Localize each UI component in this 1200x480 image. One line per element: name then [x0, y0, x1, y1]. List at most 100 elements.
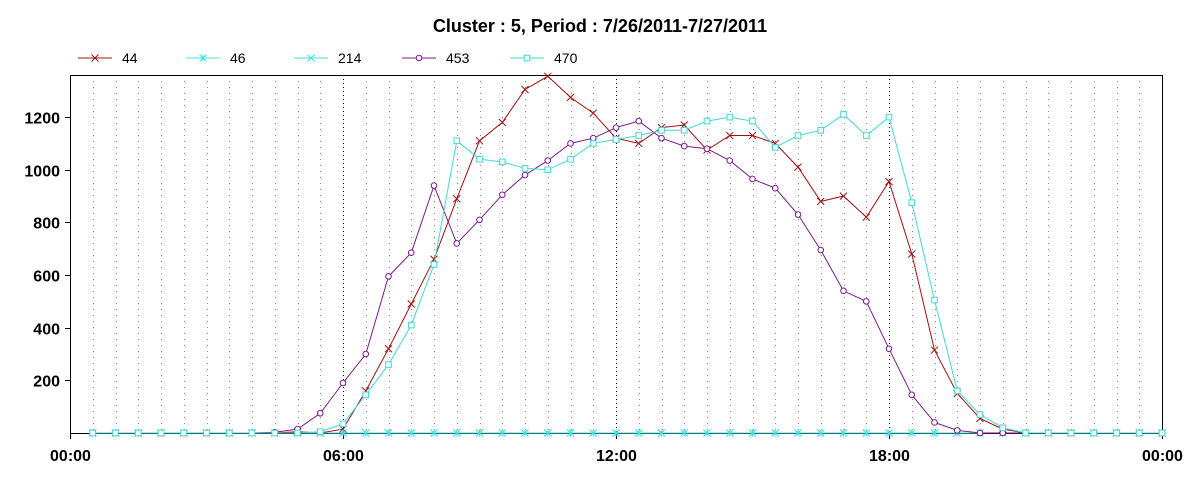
data-point-453 [407, 249, 415, 256]
data-point-214 [907, 429, 916, 437]
x-tick-label: 12:00 [596, 448, 637, 465]
legend-item-453: 453 [402, 50, 470, 66]
legend-label: 470 [554, 50, 578, 66]
data-point-470 [453, 137, 461, 145]
legend-label: 214 [338, 50, 362, 66]
data-point-214 [634, 429, 643, 437]
data-point-470 [112, 429, 119, 437]
series-44 [88, 72, 1166, 437]
data-point-44 [634, 139, 643, 148]
data-point-214 [680, 429, 689, 437]
data-point-214 [725, 429, 734, 437]
data-point-470 [1113, 429, 1120, 437]
data-point-470 [430, 261, 438, 268]
legend-item-470: 470 [510, 50, 578, 66]
legend-item-46: 46 [186, 50, 246, 66]
data-point-470 [953, 387, 961, 395]
data-point-453 [612, 124, 620, 131]
data-point-453 [680, 142, 688, 150]
data-point-470 [385, 361, 392, 368]
data-point-470 [225, 429, 233, 437]
data-point-44 [566, 93, 575, 102]
data-point-44 [907, 250, 916, 258]
data-point-470 [1067, 429, 1075, 437]
data-point-214 [339, 429, 347, 437]
data-point-44 [543, 72, 552, 81]
data-point-214 [839, 429, 848, 437]
data-point-470 [885, 113, 893, 121]
legend-marker [523, 54, 531, 62]
data-point-453 [544, 157, 552, 164]
data-point-470 [862, 132, 870, 139]
data-point-44 [407, 300, 416, 308]
data-point-214 [703, 429, 711, 437]
data-point-453 [430, 182, 438, 189]
data-point-214 [430, 429, 438, 437]
data-point-44 [930, 346, 939, 354]
x-tick-label: 00:00 [1142, 448, 1183, 465]
data-point-470 [658, 126, 665, 134]
data-point-470 [476, 155, 483, 163]
data-point-214 [407, 429, 416, 437]
data-point-453 [908, 391, 916, 399]
data-point-470 [134, 429, 142, 437]
axes: 200 400 600 800 1000 1200 00:00 06:00 12:00 18:00… [24, 75, 1183, 465]
data-point-44 [589, 109, 598, 118]
chart-title: Cluster : 5, Period : 7/26/2011-7/27/201… [433, 16, 767, 36]
data-point-44 [384, 344, 393, 353]
data-point-453 [862, 298, 870, 305]
data-point-470 [294, 429, 301, 437]
data-point-214 [862, 429, 871, 437]
data-point-44 [794, 163, 802, 171]
data-point-470 [749, 117, 756, 125]
data-point-214 [885, 429, 893, 437]
data-point-44 [725, 131, 734, 140]
data-point-470 [567, 155, 574, 163]
data-point-214 [566, 429, 575, 437]
y-tick-label: 800 [33, 216, 60, 233]
data-point-453 [362, 350, 370, 358]
legend-label: 46 [230, 50, 246, 66]
y-tick-label: 1200 [24, 111, 60, 128]
data-point-453 [589, 134, 597, 142]
data-point-214 [475, 429, 484, 437]
data-point-453 [635, 117, 643, 125]
data-point-470 [794, 132, 802, 139]
y-tick-label: 200 [33, 374, 60, 391]
data-point-470 [817, 126, 825, 134]
data-point-470 [612, 136, 620, 143]
data-point-453 [771, 184, 779, 192]
data-point-470 [316, 428, 324, 435]
data-point-214 [930, 429, 939, 437]
legend-marker [307, 54, 315, 62]
data-point-470 [976, 411, 984, 418]
data-point-214 [748, 429, 757, 437]
data-point-453 [885, 345, 893, 353]
legend-marker [415, 54, 423, 62]
data-point-470 [248, 429, 256, 437]
data-point-470 [908, 199, 916, 206]
data-point-453 [726, 157, 734, 164]
data-point-470 [1044, 429, 1052, 437]
x-tick-label: 00:00 [50, 448, 91, 465]
series-layer [88, 72, 1166, 437]
data-point-44 [816, 197, 825, 206]
data-point-470 [521, 165, 529, 172]
data-point-44 [885, 177, 893, 186]
data-point-453 [976, 429, 984, 437]
data-point-453 [658, 134, 665, 142]
data-point-44 [498, 118, 507, 127]
data-point-44 [452, 194, 461, 203]
legend-item-44: 44 [78, 50, 138, 66]
data-point-470 [157, 429, 165, 437]
series-line-470 [92, 113, 1162, 434]
data-point-453 [817, 246, 825, 254]
data-point-453 [749, 175, 756, 183]
data-point-453 [931, 419, 938, 426]
data-point-214 [771, 429, 780, 437]
legend-label: 44 [122, 50, 138, 66]
data-point-214 [589, 429, 598, 437]
x-tick-label: 06:00 [323, 448, 364, 465]
data-point-470 [840, 111, 847, 118]
series-470 [89, 111, 1166, 437]
